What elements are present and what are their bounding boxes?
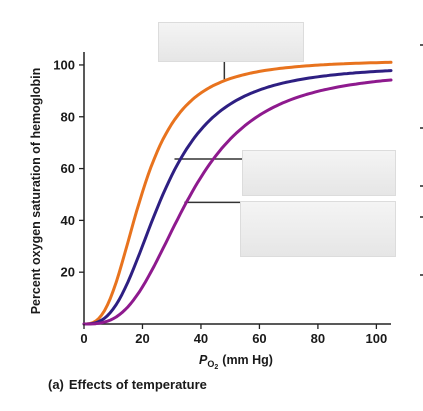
caption-text: Effects of temperature xyxy=(69,377,207,392)
x-tick-label: 80 xyxy=(311,331,325,346)
y-tick-label: 60 xyxy=(61,161,75,176)
y-tick-label: 100 xyxy=(53,57,75,72)
x-tick-label: 100 xyxy=(366,331,388,346)
label-box-middle xyxy=(242,150,396,196)
label-box-top xyxy=(158,22,304,62)
y-tick-label: 40 xyxy=(61,213,75,228)
callout-lines xyxy=(174,44,423,276)
x-axis-label-sub2: 2 xyxy=(214,364,218,371)
curve-series-2 xyxy=(82,69,393,326)
x-tick-label: 20 xyxy=(135,331,149,346)
x-axis-label-units: (mm Hg) xyxy=(222,353,273,367)
x-axis-label: PO2 (mm Hg) xyxy=(199,353,273,371)
y-tick-label: 20 xyxy=(61,265,75,280)
curve-series-3 xyxy=(82,78,393,326)
curve-series-1 xyxy=(82,60,393,326)
x-axis-label-sub: O xyxy=(207,359,214,369)
y-axis-label: Percent oxygen saturation of hemoglobin xyxy=(29,68,43,315)
series-layer xyxy=(82,60,393,326)
caption-prefix: (a) xyxy=(48,377,64,392)
x-tick-label: 60 xyxy=(252,331,266,346)
axes xyxy=(83,52,391,325)
label-box-bottom xyxy=(240,201,396,257)
x-tick-label: 0 xyxy=(80,331,87,346)
figure-caption: (a) Effects of temperature xyxy=(48,377,207,392)
x-axis-label-p: P xyxy=(199,353,208,367)
y-tick-label: 80 xyxy=(61,109,75,124)
x-tick-label: 40 xyxy=(194,331,208,346)
ticks-layer: 20 40 60 80 100 0 20 40 60 80 100 xyxy=(53,57,387,346)
